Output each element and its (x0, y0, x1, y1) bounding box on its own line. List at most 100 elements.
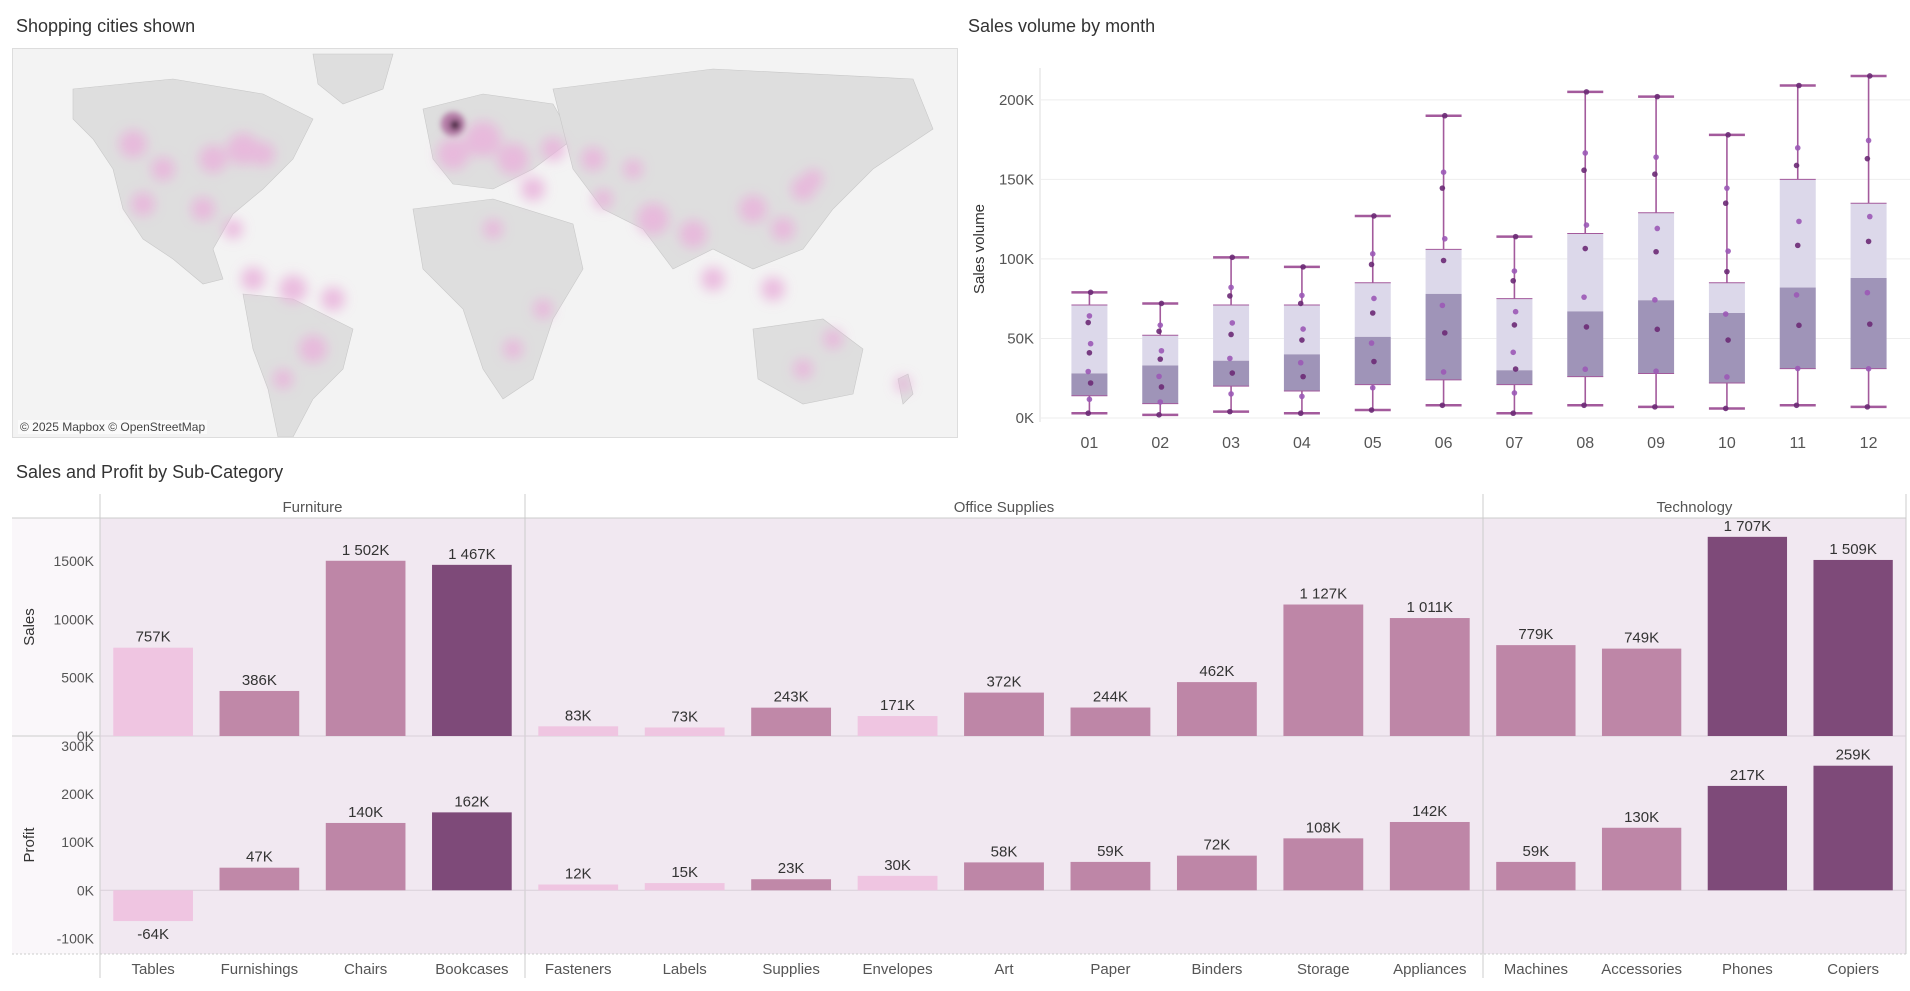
data-point (1299, 292, 1305, 299)
profit-tick-label: 100K (61, 834, 94, 850)
data-point (1725, 337, 1731, 343)
sales-bar (644, 727, 725, 736)
profit-bar (432, 812, 512, 891)
month-tick-label: 06 (1435, 435, 1453, 452)
data-point (1229, 370, 1236, 376)
data-point (1441, 112, 1448, 119)
map-attribution[interactable]: © 2025 Mapbox © OpenStreetMap (18, 420, 208, 434)
data-point (1581, 294, 1587, 300)
data-point (1157, 356, 1164, 362)
sales-value-label: 1 011K (1407, 599, 1453, 616)
sales-bar (325, 560, 406, 736)
data-point (1439, 185, 1446, 191)
month-tick-label: 08 (1576, 435, 1594, 452)
sales-value-label: 1 502K (342, 542, 390, 559)
profit-bar (1813, 765, 1893, 891)
month-box (1071, 289, 1108, 417)
profit-value-label: 130K (1624, 809, 1659, 826)
profit-bar (964, 862, 1044, 891)
data-point (1300, 326, 1306, 332)
data-point (1439, 302, 1446, 309)
profit-tick-label: 200K (61, 786, 94, 802)
category-header: Furniture (282, 499, 342, 516)
month-tick-label: 07 (1506, 435, 1524, 452)
data-point (1158, 384, 1165, 390)
boxplot-title: Sales volume by month (968, 16, 1156, 36)
month-tick-label: 04 (1293, 435, 1311, 452)
subcategory-labels: Tables Furnishings Chairs Bookcases Fastener… (131, 961, 1879, 978)
sales-tick-label: 0K (77, 728, 95, 744)
sales-value-label: 1 127K (1300, 586, 1348, 603)
profit-tick-label: -100K (57, 930, 95, 946)
sales-bar (751, 707, 832, 736)
data-point (1369, 310, 1376, 316)
data-point (1439, 402, 1446, 409)
month-box (1850, 73, 1887, 410)
subcategory-label: Envelopes (863, 961, 933, 978)
month-tick-label: 10 (1718, 435, 1736, 452)
sales-bar (1813, 559, 1893, 736)
data-point (1086, 349, 1093, 356)
profit-value-label: 217K (1730, 767, 1765, 784)
month-box (1425, 112, 1462, 409)
world-map-canvas[interactable] (13, 49, 957, 437)
data-point (1512, 308, 1519, 315)
data-point (1866, 321, 1873, 327)
boxplot-y-tick-label: 100K (999, 251, 1034, 268)
data-point (1864, 289, 1871, 296)
data-point (1227, 408, 1233, 415)
data-point (1371, 358, 1377, 365)
sales-bar (432, 564, 512, 736)
data-point (1794, 365, 1801, 372)
data-point (1512, 233, 1519, 240)
data-point (1299, 337, 1305, 343)
data-point (1368, 261, 1375, 268)
sales-value-label: 243K (774, 689, 809, 706)
data-point (1583, 324, 1590, 330)
profit-value-label: -64K (137, 926, 169, 943)
data-point (1724, 185, 1730, 191)
data-point (1297, 359, 1304, 366)
world-map[interactable]: © 2025 Mapbox © OpenStreetMap (12, 48, 958, 438)
boxplot-chart: 0K 50K 100K 150K 200K 01 02 03 04 05 06 07 08 09 10 11… (971, 68, 1910, 452)
data-point (1582, 366, 1589, 373)
profit-bar (1070, 861, 1151, 891)
data-point (1724, 268, 1730, 275)
month-box (1779, 82, 1816, 409)
data-point (1227, 355, 1233, 362)
data-point (1511, 268, 1518, 274)
data-point (1510, 410, 1517, 417)
data-point (1297, 410, 1304, 417)
subcategory-label: Accessories (1601, 961, 1682, 978)
data-point (1369, 251, 1376, 257)
month-box (1496, 233, 1533, 417)
subcategory-label: Fasteners (545, 961, 612, 978)
profit-bar (644, 883, 725, 891)
data-point (1512, 366, 1519, 372)
boxplot-y-tick-label: 0K (1016, 410, 1034, 427)
sales-profit-bar-chart: Furniture Office Supplies Technology Sales… (12, 494, 1907, 978)
subcategory-label: Labels (663, 961, 707, 978)
data-point (1086, 313, 1093, 319)
data-point (1864, 404, 1871, 410)
boxplot-y-axis: 0K 50K 100K 150K 200K (999, 92, 1034, 427)
map-title: Shopping cities shown (16, 16, 196, 36)
box-upper-half (1779, 179, 1816, 288)
data-point (1793, 292, 1800, 298)
data-point (1725, 132, 1731, 138)
boxplot-y-axis-label: Sales volume (971, 204, 988, 294)
profit-bar (538, 884, 619, 891)
profit-axis-label: Profit (21, 827, 38, 863)
data-point (1441, 235, 1448, 242)
profit-value-label: 59K (1097, 843, 1124, 860)
category-headers: Furniture Office Supplies Technology (282, 499, 1732, 516)
box-upper-half (1354, 282, 1391, 337)
sales-value-label: 73K (671, 708, 698, 725)
month-box (1213, 254, 1250, 415)
data-point (1510, 277, 1517, 284)
sales-tick-label: 500K (61, 670, 94, 686)
data-point (1582, 245, 1589, 252)
sales-tick-label: 1000K (54, 611, 95, 627)
sales-bar (1707, 536, 1788, 736)
box-lower-half (1708, 313, 1745, 383)
